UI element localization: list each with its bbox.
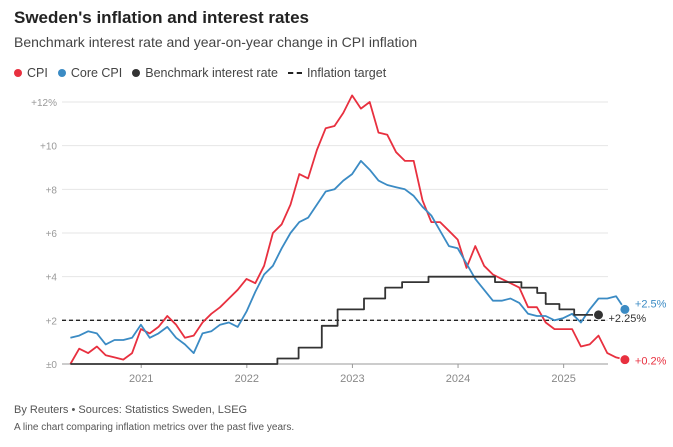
legend-label-interest-rate: Benchmark interest rate [145,66,278,80]
legend-item-core-cpi: Core CPI [57,66,123,80]
legend-swatch-core-cpi [57,69,66,77]
x-tick-label: 2025 [551,373,575,385]
legend-item-interest-rate: Benchmark interest rate [132,66,278,80]
end-label-core: +2.5% [635,298,667,310]
chart-subtitle: Benchmark interest rate and year-on-year… [14,34,418,50]
x-tick-label: 2024 [446,373,470,385]
y-tick-label: +8 [46,185,58,196]
series-line-core [70,160,626,354]
legend-label-cpi: CPI [27,66,48,80]
legend-item-inflation-target: Inflation target [287,66,387,80]
end-label-rate: +2.25% [608,313,646,325]
legend-label-inflation-target: Inflation target [306,66,387,80]
legend-swatch-cpi [14,69,22,77]
legend-item-cpi: CPI [14,66,48,80]
y-tick-label: +6 [46,229,58,240]
chart-title: Sweden's inflation and interest rates [14,8,310,27]
end-marker-core [619,303,631,315]
chart-legend: CPI Core CPI Benchmark interest rate Inf… [14,66,396,80]
source-note: By Reuters • Sources: Statistics Sweden,… [14,404,248,416]
y-tick-label: ±0 [46,360,57,371]
end-label-cpi: +0.2% [635,356,667,368]
end-marker-cpi [619,354,631,366]
legend-label-core-cpi: Core CPI [70,66,123,80]
chart-caption: A line chart comparing inflation metrics… [14,422,295,433]
y-tick-label: +2 [46,316,58,327]
end-marker-rate [592,309,604,321]
y-tick-label: +10 [40,142,57,153]
series-line-cpi [69,94,626,365]
x-tick-label: 2022 [235,373,259,385]
x-tick-label: 2021 [129,373,153,385]
legend-swatch-interest-rate [132,69,141,77]
y-tick-label: +12% [31,98,57,109]
x-tick-label: 2023 [340,373,364,385]
y-tick-label: +4 [46,273,58,284]
legend-swatch-inflation-target [287,72,302,74]
line-chart: ±0 +2 +4 +6 +8 +10 +12% 2021 2022 2023 2024 2025 +2.… [31,94,667,385]
series-line-rate [70,275,599,365]
